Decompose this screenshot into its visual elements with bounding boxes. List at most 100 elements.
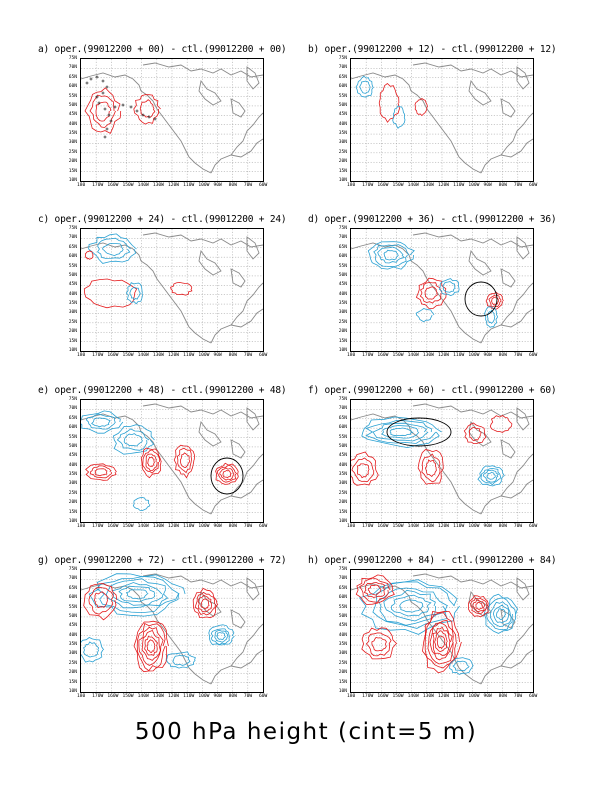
lon-tick-label: 160W	[377, 353, 389, 358]
positive-contour	[415, 277, 447, 309]
lat-tick-label: 30N	[338, 310, 347, 316]
lat-tick-label: 25N	[338, 490, 347, 496]
highlight-circle	[386, 417, 452, 447]
lon-tick-label: 130W	[422, 183, 434, 188]
lon-tick-label: 180	[347, 183, 356, 188]
lon-tick-label: 170W	[92, 524, 104, 529]
lat-tick-label: 60N	[338, 425, 347, 431]
lon-tick-label: 160W	[107, 353, 119, 358]
lon-tick-label: 140W	[137, 183, 149, 188]
lat-tick-label: 35N	[68, 131, 77, 137]
lon-tick-label: 80W	[228, 694, 237, 699]
lon-tick-label: 70W	[243, 353, 253, 358]
lon-tick-label: 170W	[362, 524, 374, 529]
lon-tick-label: 110W	[183, 524, 195, 529]
lat-tick-label: 45N	[68, 453, 77, 459]
negative-contour	[132, 496, 151, 512]
lat-tick-label: 40N	[68, 121, 77, 127]
lat-tick-label: 55N	[68, 434, 77, 440]
lat-tick-label: 45N	[338, 282, 347, 288]
negative-contour	[449, 657, 474, 675]
lat-tick-label: 75N	[68, 56, 77, 61]
lon-tick-label: 100W	[468, 694, 480, 699]
lat-tick-label: 50N	[338, 102, 347, 108]
lon-tick-label: 150W	[122, 694, 134, 699]
lat-tick-label: 40N	[68, 632, 77, 638]
lon-tick-label: 70W	[513, 353, 523, 358]
lat-tick-label: 10N	[338, 689, 347, 694]
lat-tick-label: 60N	[68, 254, 77, 260]
coastline	[351, 62, 533, 174]
lon-tick-label: 60W	[529, 524, 538, 529]
lat-tick-label: 70N	[338, 235, 347, 241]
lat-tick-label: 15N	[68, 509, 77, 515]
lat-tick-label: 15N	[338, 679, 347, 685]
lat-tick-label: 35N	[68, 642, 77, 648]
lat-tick-label: 65N	[338, 415, 347, 421]
lon-tick-label: 80W	[498, 694, 507, 699]
lon-tick-label: 180	[77, 183, 86, 188]
lat-tick-label: 15N	[68, 168, 77, 174]
contour-map	[80, 228, 264, 352]
lat-tick-label: 25N	[338, 660, 347, 666]
lat-tick-label: 70N	[68, 576, 77, 582]
panel-title: b) oper.(99012200 + 12) - ctl.(99012200 …	[308, 44, 557, 55]
highlight-circle	[464, 281, 498, 317]
lat-tick-label: 45N	[338, 453, 347, 459]
lon-tick-label: 110W	[453, 353, 465, 358]
lat-tick-label: 70N	[68, 406, 77, 412]
positive-contour	[84, 250, 94, 260]
lon-tick-label: 110W	[453, 694, 465, 699]
lon-tick-label: 150W	[392, 353, 404, 358]
lat-tick-label: 10N	[68, 519, 77, 524]
lat-tick-label: 55N	[338, 434, 347, 440]
lat-tick-label: 10N	[338, 519, 347, 524]
lat-tick-label: 70N	[68, 235, 77, 241]
positive-contour	[351, 451, 379, 486]
lon-tick-label: 90W	[483, 353, 492, 358]
lat-tick-label: 65N	[338, 585, 347, 591]
map-canvas	[351, 570, 533, 692]
panel-title: c) oper.(99012200 + 24) - ctl.(99012200 …	[38, 214, 287, 225]
lon-tick-label: 80W	[228, 524, 237, 529]
lat-tick-label: 25N	[68, 149, 77, 155]
lat-tick-label: 25N	[338, 149, 347, 155]
positive-contour	[378, 82, 400, 123]
lon-tick-label: 160W	[377, 183, 389, 188]
graticule	[351, 59, 533, 181]
lon-tick-label: 140W	[137, 524, 149, 529]
lat-tick-label: 55N	[338, 263, 347, 269]
negative-contour	[477, 465, 505, 487]
lon-tick-label: 170W	[362, 353, 374, 358]
negative-contour	[484, 306, 499, 328]
map-canvas	[81, 229, 263, 351]
positive-contour	[85, 463, 117, 481]
negative-contour	[415, 308, 435, 323]
panel-title: d) oper.(99012200 + 36) - ctl.(99012200 …	[308, 214, 557, 225]
lat-tick-label: 70N	[338, 576, 347, 582]
lat-tick-label: 60N	[68, 425, 77, 431]
panel-title: h) oper.(99012200 + 84) - ctl.(99012200 …	[308, 555, 557, 566]
lon-tick-label: 130W	[422, 353, 434, 358]
panel-title: g) oper.(99012200 + 72) - ctl.(99012200 …	[38, 555, 287, 566]
lat-tick-label: 20N	[338, 500, 347, 506]
lon-tick-label: 150W	[392, 183, 404, 188]
lon-tick-label: 110W	[183, 694, 195, 699]
lat-tick-label: 75N	[338, 397, 347, 402]
contour-map	[80, 399, 264, 523]
contour-map	[350, 228, 534, 352]
lat-tick-label: 25N	[338, 319, 347, 325]
positive-contour	[170, 281, 193, 296]
lon-tick-label: 110W	[453, 183, 465, 188]
lon-tick-label: 130W	[152, 694, 164, 699]
coastline	[351, 232, 533, 344]
lon-tick-label: 80W	[498, 353, 507, 358]
lat-tick-label: 60N	[338, 595, 347, 601]
lon-tick-label: 170W	[92, 353, 104, 358]
lat-tick-label: 10N	[338, 348, 347, 353]
lon-tick-label: 70W	[243, 183, 253, 188]
positive-contour	[215, 462, 239, 485]
lat-tick-label: 10N	[68, 689, 77, 694]
lon-tick-label: 100W	[198, 524, 210, 529]
lon-tick-label: 150W	[122, 183, 134, 188]
